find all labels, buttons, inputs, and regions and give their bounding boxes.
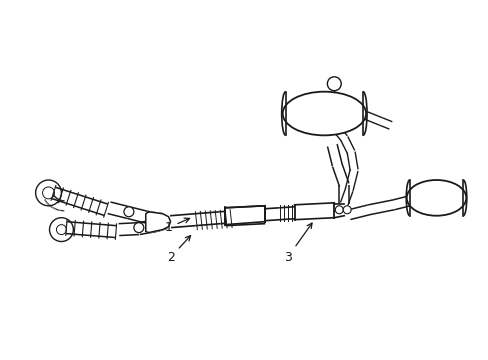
Circle shape	[123, 207, 134, 217]
Circle shape	[134, 223, 143, 233]
Text: 2: 2	[166, 236, 190, 264]
Polygon shape	[224, 206, 264, 225]
Ellipse shape	[282, 92, 366, 135]
Polygon shape	[294, 203, 334, 220]
Text: 1: 1	[164, 218, 189, 234]
Polygon shape	[145, 212, 170, 233]
Circle shape	[343, 206, 350, 214]
Circle shape	[335, 206, 343, 214]
Ellipse shape	[406, 180, 466, 216]
Text: 3: 3	[283, 223, 311, 264]
